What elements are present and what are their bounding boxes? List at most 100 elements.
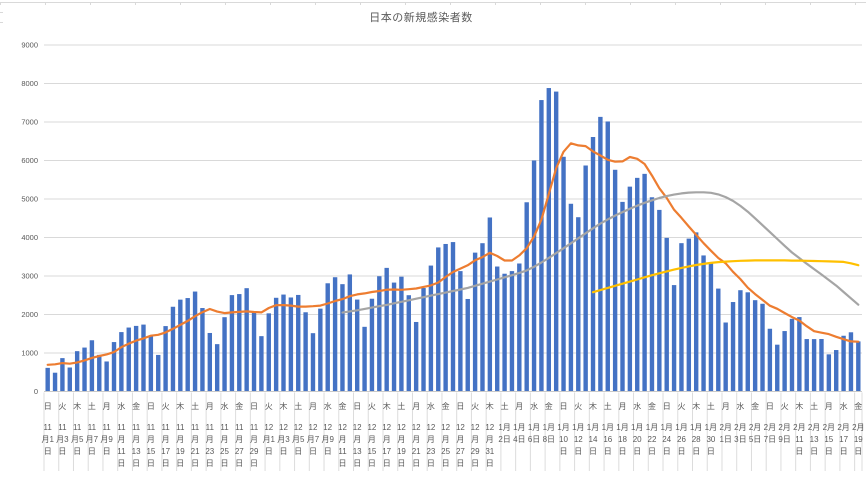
bar[interactable] bbox=[82, 347, 87, 392]
bar[interactable] bbox=[517, 263, 522, 392]
bar[interactable] bbox=[377, 276, 382, 392]
bar[interactable] bbox=[856, 341, 861, 392]
bar[interactable] bbox=[384, 267, 389, 392]
bar[interactable] bbox=[730, 302, 736, 392]
bar[interactable] bbox=[701, 255, 706, 392]
bar[interactable] bbox=[399, 276, 404, 392]
bar[interactable] bbox=[708, 262, 714, 392]
bar[interactable] bbox=[819, 338, 824, 392]
line-gray_trend_line[interactable] bbox=[341, 191, 860, 314]
bar[interactable] bbox=[509, 271, 515, 392]
bar[interactable] bbox=[568, 203, 574, 392]
bar[interactable] bbox=[738, 290, 743, 392]
bar[interactable] bbox=[178, 299, 183, 392]
bar[interactable] bbox=[826, 354, 832, 392]
bar[interactable] bbox=[443, 243, 448, 392]
bar[interactable] bbox=[664, 237, 669, 392]
bar[interactable] bbox=[406, 295, 411, 392]
bar[interactable] bbox=[332, 277, 338, 392]
bar[interactable] bbox=[671, 285, 677, 392]
bar[interactable] bbox=[583, 165, 588, 392]
bar[interactable] bbox=[421, 288, 426, 392]
bar[interactable] bbox=[797, 317, 802, 392]
bar[interactable] bbox=[686, 238, 692, 392]
bar[interactable] bbox=[811, 339, 817, 392]
bar[interactable] bbox=[111, 342, 117, 392]
bar[interactable] bbox=[362, 326, 367, 392]
bar[interactable] bbox=[480, 243, 485, 392]
bar[interactable] bbox=[775, 344, 780, 392]
bar[interactable] bbox=[657, 209, 662, 392]
bar[interactable] bbox=[74, 351, 80, 392]
bar[interactable] bbox=[834, 350, 839, 392]
bar[interactable] bbox=[244, 288, 249, 392]
bar[interactable] bbox=[214, 344, 220, 392]
bar[interactable] bbox=[97, 354, 102, 392]
bar[interactable] bbox=[413, 321, 419, 392]
bar[interactable] bbox=[745, 292, 750, 392]
bar[interactable] bbox=[635, 177, 640, 392]
bar[interactable] bbox=[340, 284, 345, 392]
bar[interactable] bbox=[752, 300, 758, 392]
bar[interactable] bbox=[126, 327, 131, 392]
bar[interactable] bbox=[52, 372, 58, 392]
bar[interactable] bbox=[782, 331, 787, 392]
bar[interactable] bbox=[156, 354, 161, 392]
bar[interactable] bbox=[60, 358, 65, 392]
bar[interactable] bbox=[487, 217, 493, 392]
bar[interactable] bbox=[119, 332, 124, 392]
bar[interactable] bbox=[760, 303, 765, 392]
bar[interactable] bbox=[45, 367, 50, 392]
bar[interactable] bbox=[355, 299, 360, 392]
bar[interactable] bbox=[576, 217, 581, 392]
bar[interactable] bbox=[222, 317, 227, 392]
bar[interactable] bbox=[89, 340, 95, 392]
bar[interactable] bbox=[200, 308, 205, 392]
bar[interactable] bbox=[627, 186, 633, 392]
bar[interactable] bbox=[229, 295, 235, 392]
bar[interactable] bbox=[303, 312, 308, 392]
bar[interactable] bbox=[207, 332, 213, 392]
bar[interactable] bbox=[259, 336, 264, 392]
bar[interactable] bbox=[318, 308, 323, 392]
bar[interactable] bbox=[524, 202, 529, 392]
bar[interactable] bbox=[185, 298, 190, 392]
bar[interactable] bbox=[723, 322, 728, 392]
bar[interactable] bbox=[598, 116, 603, 392]
bar[interactable] bbox=[848, 332, 854, 392]
bar[interactable] bbox=[266, 313, 271, 392]
line-yellow_trend_line[interactable] bbox=[591, 259, 860, 294]
bar[interactable] bbox=[642, 173, 647, 392]
bar[interactable] bbox=[391, 282, 397, 392]
bar[interactable] bbox=[539, 100, 544, 392]
bar[interactable] bbox=[649, 197, 655, 392]
bar[interactable] bbox=[590, 137, 596, 392]
bar[interactable] bbox=[531, 160, 537, 392]
bar[interactable] bbox=[428, 265, 434, 392]
bar[interactable] bbox=[436, 247, 441, 392]
bar[interactable] bbox=[237, 294, 242, 392]
bar[interactable] bbox=[553, 91, 559, 392]
bar[interactable] bbox=[561, 156, 566, 392]
bar[interactable] bbox=[495, 266, 500, 392]
bar[interactable] bbox=[620, 201, 625, 392]
bar[interactable] bbox=[804, 339, 809, 392]
bar[interactable] bbox=[133, 325, 139, 392]
bar[interactable] bbox=[450, 242, 456, 392]
bar[interactable] bbox=[273, 297, 279, 392]
bar[interactable] bbox=[841, 335, 846, 392]
bars-daily_new_cases[interactable] bbox=[45, 88, 861, 392]
bar[interactable] bbox=[170, 306, 176, 392]
bar[interactable] bbox=[347, 274, 353, 392]
bar[interactable] bbox=[502, 273, 507, 392]
bar[interactable] bbox=[693, 232, 699, 392]
bar[interactable] bbox=[546, 88, 551, 392]
bar[interactable] bbox=[679, 243, 684, 392]
bar[interactable] bbox=[141, 324, 146, 392]
bar[interactable] bbox=[612, 169, 618, 392]
bar[interactable] bbox=[148, 336, 154, 392]
bar[interactable] bbox=[465, 298, 470, 392]
bar[interactable] bbox=[789, 318, 795, 392]
bar[interactable] bbox=[716, 288, 721, 392]
bar[interactable] bbox=[325, 283, 330, 392]
